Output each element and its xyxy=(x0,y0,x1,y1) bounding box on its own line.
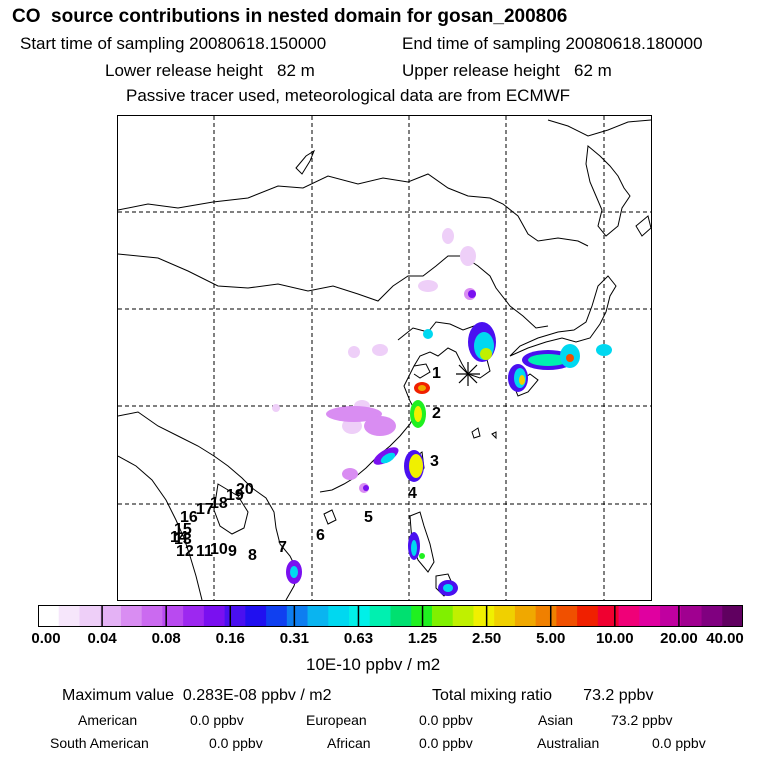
color-scale-tick-label: 2.50 xyxy=(472,630,502,647)
color-scale-swatch xyxy=(307,605,329,627)
color-scale-swatch xyxy=(494,605,516,627)
color-scale-tick-label: 0.08 xyxy=(151,630,181,647)
region-label: 20 xyxy=(236,481,254,498)
region-label: 2 xyxy=(432,405,441,422)
color-scale-bar xyxy=(37,605,744,627)
color-scale-swatch xyxy=(618,605,640,627)
south-american-label: South American xyxy=(50,735,149,751)
region-label: 5 xyxy=(364,509,373,526)
color-scale-tick-label: 0.31 xyxy=(279,630,309,647)
color-scale-swatch xyxy=(597,605,620,627)
color-scale-swatch xyxy=(722,605,744,627)
region-label: 15 xyxy=(174,521,192,538)
region-label: 14 xyxy=(170,529,188,546)
plot-title: CO source contributions in nested domain… xyxy=(12,6,568,27)
south-american-value: 0.0 ppbv xyxy=(209,735,263,751)
african-value: 0.0 ppbv xyxy=(419,735,473,751)
region-label: 12 xyxy=(176,543,194,560)
region-label: 19 xyxy=(226,487,244,504)
african-label: African xyxy=(327,735,371,751)
color-scale-swatch xyxy=(660,605,682,627)
color-scale-swatch xyxy=(120,605,143,627)
color-scale-swatch xyxy=(203,605,226,627)
color-scale-swatch xyxy=(245,605,267,627)
color-scale-swatch xyxy=(162,605,184,627)
region-label: 4 xyxy=(408,485,417,502)
tracer-info: Passive tracer used, meteorological data… xyxy=(126,86,571,105)
color-scale-swatch xyxy=(701,605,723,627)
region-label: 9 xyxy=(228,543,237,560)
color-scale-units: 10E-10 ppbv / m2 xyxy=(306,655,441,674)
max-value-label: Maximum value 0.283E-08 ppbv / m2 xyxy=(62,687,332,704)
color-scale-tick-label: 40.00 xyxy=(706,630,744,647)
color-scale-svg xyxy=(37,605,744,627)
asian-label: Asian xyxy=(538,712,574,728)
american-label: American xyxy=(78,712,138,728)
region-label: 11 xyxy=(196,543,213,560)
color-scale-tick-label: 0.63 xyxy=(343,630,374,647)
color-scale-swatch xyxy=(473,605,495,627)
color-scale-swatch xyxy=(452,605,474,627)
map-grid xyxy=(118,116,651,600)
region-label: 17 xyxy=(196,501,214,518)
color-scale-swatch xyxy=(328,605,350,627)
map-svg: 1 2 3 4 5 6 7 8 9 10 11 12 13 14 15 16 1… xyxy=(117,116,652,601)
color-scale-tick-label: 20.00 xyxy=(660,630,698,647)
color-scale-swatch xyxy=(556,605,578,627)
color-scale-tick-label: 0.16 xyxy=(215,630,245,647)
region-label: 7 xyxy=(278,539,287,556)
end-time-label: End time of sampling 20080618.180000 xyxy=(402,34,703,53)
region-label: 6 xyxy=(316,527,325,544)
color-scale-swatch xyxy=(680,605,703,627)
australian-label: Australian xyxy=(537,735,600,751)
region-label: 16 xyxy=(180,509,198,526)
color-scale-border xyxy=(38,605,743,627)
color-scale-swatch xyxy=(349,605,371,627)
color-scale-swatch xyxy=(369,605,391,627)
color-scale-tick-label: 0.04 xyxy=(87,630,117,647)
color-scale-swatch xyxy=(141,605,163,627)
color-scale-tick-label: 5.00 xyxy=(536,630,566,647)
region-label: 3 xyxy=(430,453,439,470)
color-scale-tick-label: 0.00 xyxy=(31,630,61,647)
region-label: 10 xyxy=(210,541,228,558)
color-scale-swatch xyxy=(535,605,557,627)
upper-release-label: Upper release height 62 m xyxy=(402,61,612,80)
european-label: European xyxy=(306,712,367,728)
color-scale-tick-label: 10.00 xyxy=(596,630,634,647)
color-scale-swatch xyxy=(183,605,205,627)
start-time-label: Start time of sampling 20080618.150000 xyxy=(20,34,327,53)
color-scale-swatch xyxy=(390,605,412,627)
color-scale-swatch xyxy=(58,605,80,627)
color-scale-swatch xyxy=(266,605,288,627)
color-scale-swatch xyxy=(224,605,246,627)
color-scale-swatch xyxy=(286,605,309,627)
american-value: 0.0 ppbv xyxy=(190,712,244,728)
australian-value: 0.0 ppbv xyxy=(652,735,706,751)
color-scale-swatch xyxy=(577,605,599,627)
color-scale-swatch xyxy=(79,605,101,627)
receptor-star-icon xyxy=(456,362,480,386)
color-scale-swatch xyxy=(639,605,661,627)
european-value: 0.0 ppbv xyxy=(419,712,473,728)
asian-value: 73.2 ppbv xyxy=(611,712,673,728)
color-scale-swatch xyxy=(431,605,454,627)
region-label: 18 xyxy=(210,495,228,512)
region-label: 1 xyxy=(432,365,441,382)
total-mixing-ratio: Total mixing ratio 73.2 ppbv xyxy=(432,687,654,704)
region-labels: 1 2 3 4 5 6 7 8 9 10 11 12 13 14 15 16 1… xyxy=(170,365,441,564)
color-scale-tick-label: 1.25 xyxy=(407,630,438,647)
color-scale-swatch xyxy=(514,605,537,627)
color-scale-swatch xyxy=(38,605,60,627)
region-label: 13 xyxy=(174,531,192,548)
color-scale-swatch xyxy=(100,605,122,627)
lower-release-label: Lower release height 82 m xyxy=(105,61,315,80)
region-label: 8 xyxy=(248,547,257,564)
source-contribution-overlay xyxy=(272,228,612,596)
map-panel: 1 2 3 4 5 6 7 8 9 10 11 12 13 14 15 16 1… xyxy=(117,115,652,601)
